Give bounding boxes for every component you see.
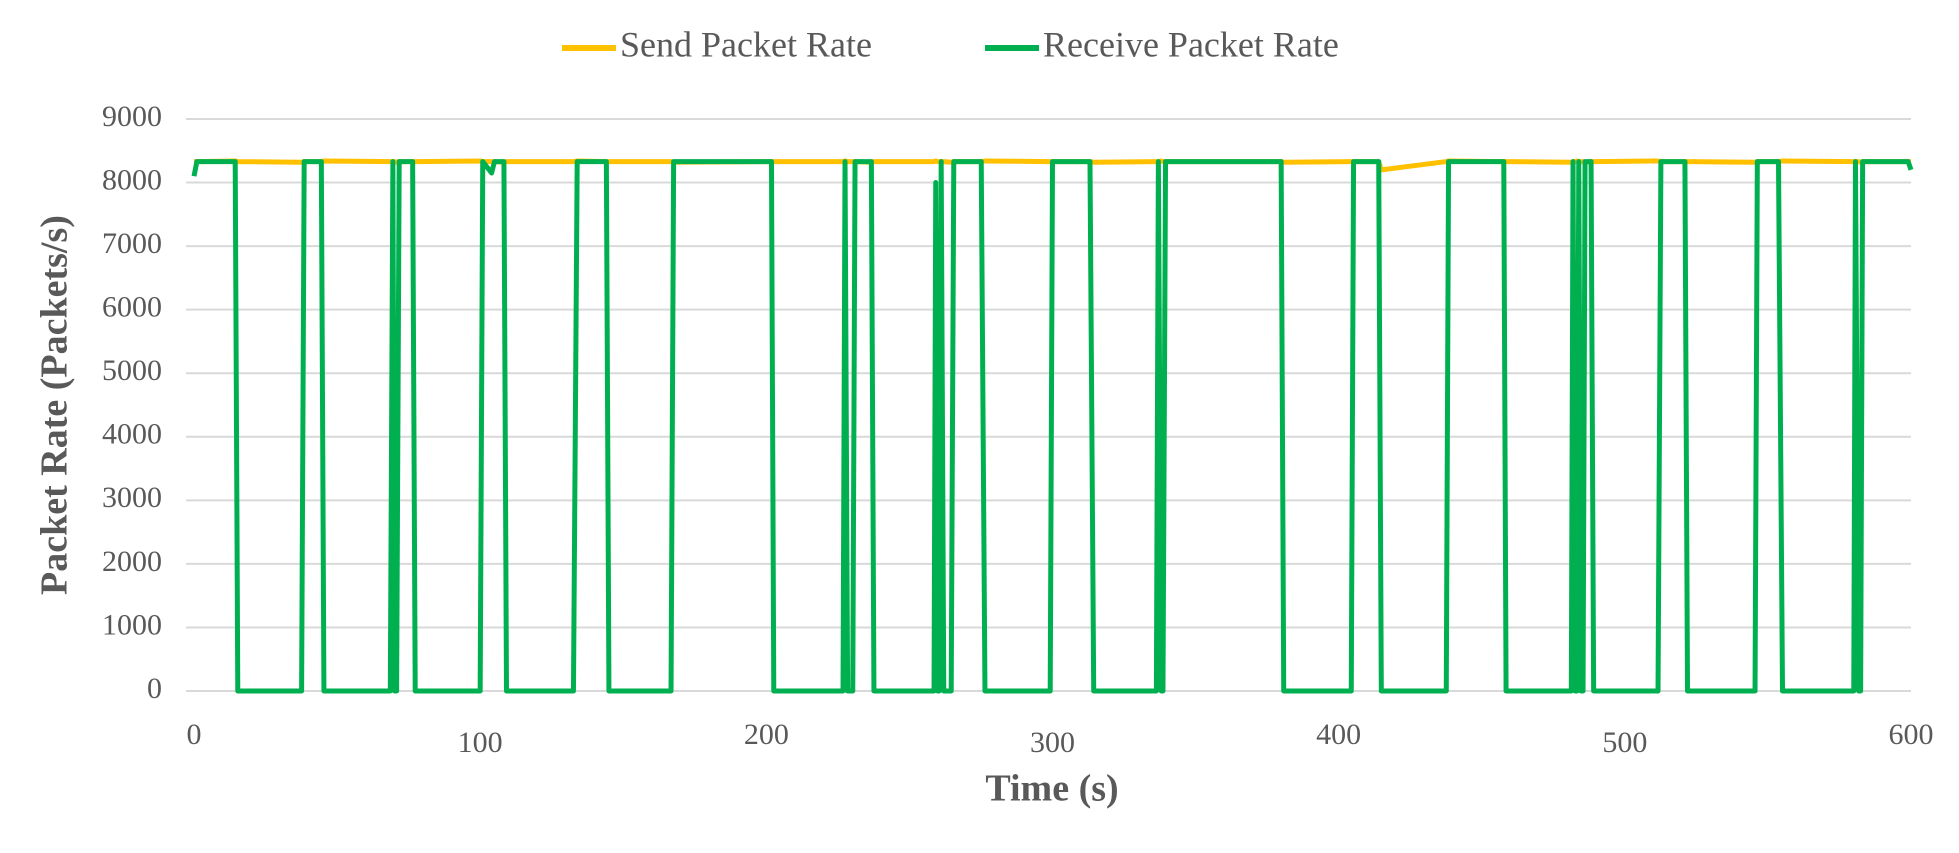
x-tick-label: 300 xyxy=(1030,726,1075,759)
y-tick-label: 4000 xyxy=(102,418,162,451)
y-tick-label: 6000 xyxy=(102,291,162,324)
x-tick-label: 100 xyxy=(458,726,503,759)
y-tick-label: 7000 xyxy=(102,227,162,260)
x-axis-title: Time (s) xyxy=(985,768,1118,810)
y-axis-title: Packet Rate (Packets/s) xyxy=(34,215,76,595)
y-tick-label: 9000 xyxy=(102,100,162,133)
x-tick-label: 200 xyxy=(744,718,789,751)
legend-label: Send Packet Rate xyxy=(620,24,872,64)
x-tick-label: 400 xyxy=(1316,718,1361,751)
y-tick-label: 3000 xyxy=(102,481,162,514)
x-tick-label: 600 xyxy=(1889,718,1934,751)
x-tick-label: 500 xyxy=(1602,726,1647,759)
y-tick-label: 5000 xyxy=(102,354,162,387)
series-line xyxy=(191,159,1914,694)
y-tick-label: 2000 xyxy=(102,545,162,578)
x-tick-label: 0 xyxy=(187,718,202,751)
y-tick-label: 8000 xyxy=(102,163,162,196)
y-tick-label: 0 xyxy=(147,672,162,705)
y-tick-label: 1000 xyxy=(102,608,162,641)
legend-label: Receive Packet Rate xyxy=(1043,24,1339,64)
